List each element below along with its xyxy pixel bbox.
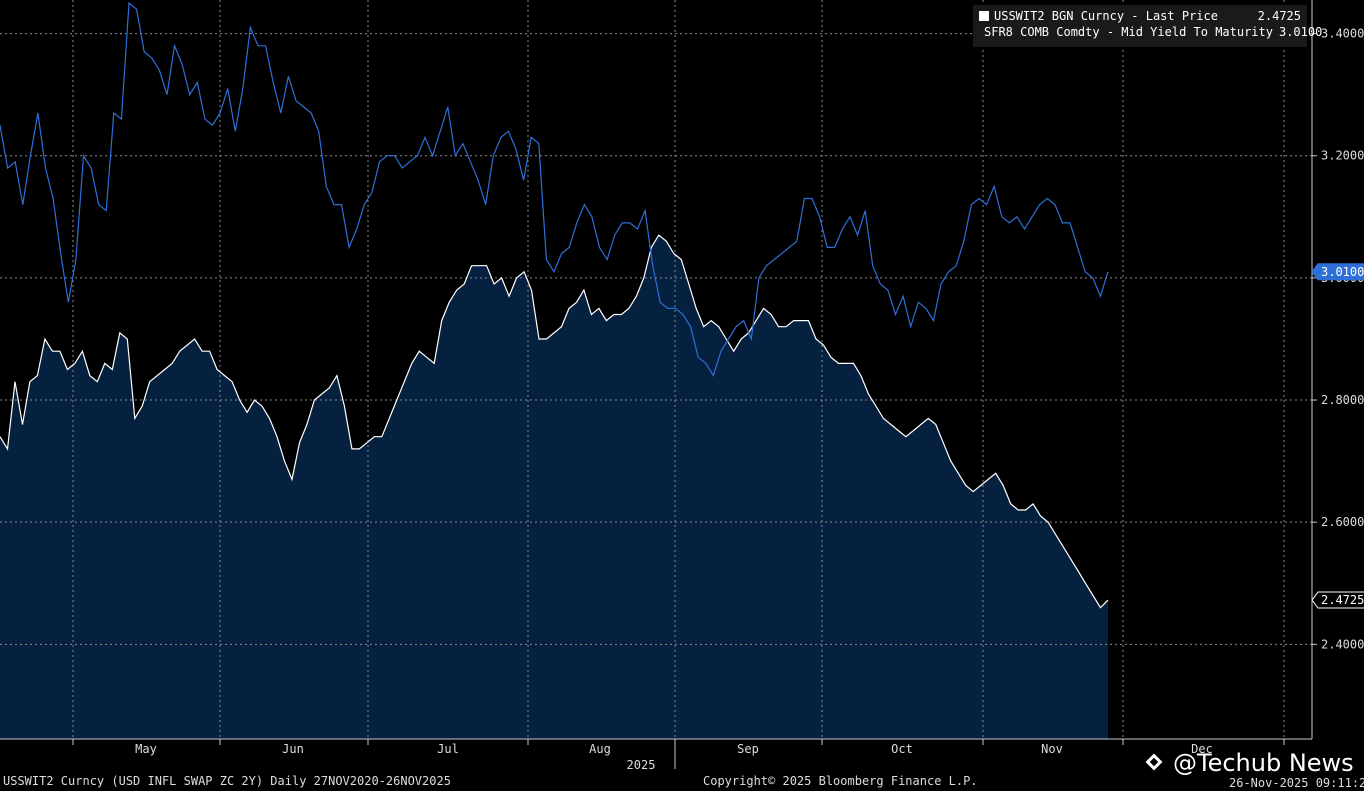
- last-value-label: 2.4725: [1321, 593, 1364, 607]
- legend-label-usswit2: USSWIT2 BGN Curncy - Last Price: [994, 9, 1218, 23]
- y-tick-label: 2.8000: [1321, 393, 1364, 407]
- x-tick-label: Dec: [1191, 742, 1213, 756]
- legend-item-sfr8: SFR8 COMB Comdty - Mid Yield To Maturity…: [979, 24, 1322, 40]
- x-tick-label: Aug: [589, 742, 611, 756]
- legend-item-usswit2: USSWIT2 BGN Curncy - Last Price 2.4725: [979, 8, 1301, 24]
- last-value-tag: 2.4725: [1311, 591, 1364, 609]
- grid-layer: [0, 0, 1312, 739]
- axis-layer: 2.40002.60002.80003.00003.20003.4000MayJ…: [0, 0, 1364, 772]
- last-value-box: [1311, 263, 1364, 281]
- y-tick-label: 3.4000: [1321, 27, 1364, 41]
- series-line-sfr8: [0, 1, 1109, 378]
- legend-value-sfr8: 3.0100: [1278, 25, 1323, 39]
- y-tick-label: 2.6000: [1321, 515, 1364, 529]
- footer-copyright: Copyright© 2025 Bloomberg Finance L.P.: [703, 774, 978, 788]
- legend-label-sfr8: SFR8 COMB Comdty - Mid Yield To Maturity: [984, 25, 1273, 39]
- x-tick-label: May: [135, 742, 157, 756]
- last-value-box: [1311, 591, 1364, 609]
- legend: USSWIT2 BGN Curncy - Last Price 2.4725 S…: [973, 5, 1322, 47]
- x-tick-label: Sep: [737, 742, 759, 756]
- x-tick-label: Jun: [282, 742, 304, 756]
- diamond-logo-icon: [1145, 753, 1165, 773]
- y-tick-label: 3.2000: [1321, 149, 1364, 163]
- series-line-usswit2: [0, 234, 1109, 609]
- x-tick-label: Jul: [437, 742, 459, 756]
- footer-timestamp: 26-Nov-2025 09:11:24: [1229, 776, 1364, 790]
- watermark-text: @Techub News: [1173, 749, 1354, 777]
- series-area-usswit2: [0, 235, 1108, 739]
- last-value-tag: 3.0100: [1311, 263, 1364, 281]
- x-tick-label: Nov: [1041, 742, 1063, 756]
- x-tick-label: Oct: [891, 742, 913, 756]
- last-value-label: 3.0100: [1321, 265, 1364, 279]
- watermark: @Techub News: [1145, 749, 1354, 777]
- legend-swatch-usswit2: [979, 11, 989, 21]
- y-tick-label: 2.4000: [1321, 637, 1364, 651]
- fill-layer: [0, 235, 1108, 739]
- x-year-label: 2025: [627, 758, 656, 772]
- footer-series-info: USSWIT2 Curncy (USD INFL SWAP ZC 2Y) Dai…: [3, 774, 451, 788]
- legend-value-usswit2: 2.4725: [1257, 9, 1301, 23]
- line-layer: [0, 1, 1109, 609]
